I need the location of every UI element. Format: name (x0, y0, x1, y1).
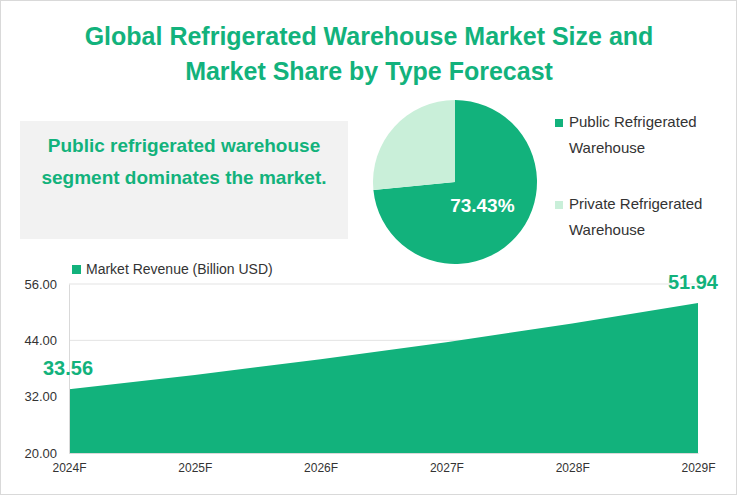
y-tick: 44.00 (24, 333, 69, 348)
data-label: 51.94 (668, 271, 719, 293)
y-tick: 56.00 (24, 277, 69, 292)
grid (69, 284, 698, 453)
pie: 73.43% (373, 100, 537, 264)
annotation: Public refrigerated warehousesegment dom… (41, 135, 326, 188)
y-tick-label: 20.00 (24, 446, 57, 461)
chart-root: Global Refrigerated Warehouse Market Siz… (0, 0, 737, 495)
legend-item: Private RefrigeratedWarehouse (555, 195, 702, 238)
grid-line (69, 284, 698, 285)
x-axis-line (70, 453, 699, 454)
x-axis: 2024F 2025F 2026F 2027F 2028F 2029F (52, 453, 715, 475)
pie-slice (373, 100, 537, 264)
legend-swatch (72, 265, 81, 274)
x-tick: 2024F (52, 453, 86, 475)
x-tick-label: 2024F (52, 461, 86, 475)
x-tick-label: 2026F (304, 461, 338, 475)
frame (1, 1, 737, 495)
y-tick-label: 56.00 (24, 277, 57, 292)
y-tick-label: 44.00 (24, 333, 57, 348)
legend-swatch (555, 201, 563, 209)
legend-item: Public RefrigeratedWarehouse (555, 113, 697, 156)
x-tick: 2026F (304, 453, 338, 475)
legend-label: Market Revenue (Billion USD) (86, 261, 273, 277)
legend-swatch (555, 119, 563, 127)
area (69, 303, 698, 453)
x-tick-label: 2028F (556, 461, 590, 475)
x-tick-label: 2029F (681, 461, 715, 475)
data-label: 73.43% (450, 195, 515, 216)
plot-area (69, 303, 698, 453)
legend-item: Market Revenue (Billion USD) (72, 261, 273, 277)
x-tick: 2028F (556, 453, 590, 475)
title: Global Refrigerated Warehouse Market Siz… (85, 22, 654, 85)
y-tick: 20.00 (24, 446, 69, 461)
pie-slice (373, 100, 455, 190)
x-tick: 2027F (430, 453, 464, 475)
legend-label: Public RefrigeratedWarehouse (569, 113, 697, 156)
data-label: 33.56 (43, 357, 93, 379)
annotation-background (20, 121, 348, 239)
x-tick: 2025F (178, 453, 212, 475)
y-tick: 32.00 (24, 389, 69, 404)
annotation-box: Public refrigerated warehousesegment dom… (20, 121, 348, 239)
x-tick: 2029F (681, 453, 715, 475)
x-tick-label: 2027F (430, 461, 464, 475)
x-tick-label: 2025F (178, 461, 212, 475)
y-tick-label: 32.00 (24, 389, 57, 404)
legend-label: Private RefrigeratedWarehouse (569, 195, 702, 238)
